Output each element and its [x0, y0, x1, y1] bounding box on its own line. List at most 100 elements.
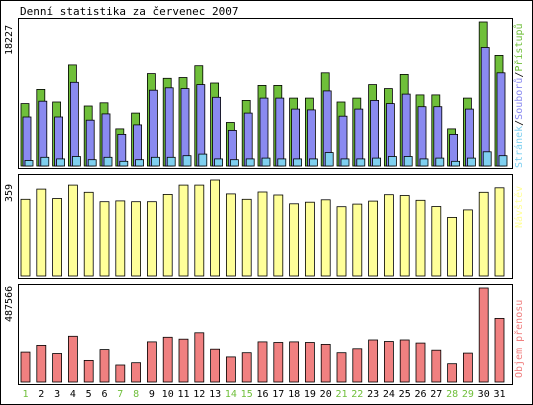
bar-files-day-2: [38, 100, 48, 167]
bar-pages-day-1: [24, 160, 34, 167]
bar-pages-day-20: [324, 152, 334, 167]
bar-volume-day-27: [431, 349, 442, 383]
bar-visits-day-6: [99, 201, 110, 277]
bar-volume-day-24: [383, 341, 394, 383]
bar-volume-day-19: [304, 342, 315, 383]
bar-files-day-29: [464, 108, 474, 167]
bar-volume-day-2: [36, 344, 47, 383]
bar-pages-day-24: [387, 156, 397, 167]
day-label-19: 19: [304, 389, 316, 400]
bar-pages-day-5: [87, 159, 97, 167]
bar-volume-day-10: [162, 336, 173, 383]
bar-visits-day-10: [162, 193, 173, 277]
bar-visits-day-29: [462, 209, 473, 277]
bar-volume-day-18: [289, 341, 300, 383]
bar-volume-day-6: [99, 349, 110, 383]
bar-visits-day-21: [336, 206, 347, 277]
bar-visits-day-24: [383, 194, 394, 277]
bar-files-day-10: [164, 87, 174, 167]
bar-visits-day-18: [289, 203, 300, 277]
bar-files-day-23: [370, 100, 380, 167]
bar-files-day-27: [433, 106, 443, 167]
bar-volume-day-30: [478, 287, 489, 383]
day-label-4: 4: [70, 389, 76, 400]
bar-visits-day-9: [146, 201, 157, 277]
bar-volume-day-5: [83, 359, 94, 383]
day-label-15: 15: [241, 389, 253, 400]
day-label-5: 5: [86, 389, 92, 400]
bar-pages-day-14: [229, 159, 239, 167]
bar-volume-day-13: [210, 348, 221, 383]
bar-files-day-22: [354, 108, 364, 167]
bar-files-day-31: [496, 72, 506, 167]
bar-visits-day-19: [304, 201, 315, 277]
bar-visits-day-5: [83, 191, 94, 277]
bar-visits-day-23: [368, 200, 379, 277]
bars-layer: [20, 21, 508, 383]
legend-hits: Přístupů: [513, 23, 525, 71]
bar-visits-day-25: [399, 195, 410, 277]
day-label-17: 17: [272, 389, 284, 400]
bar-pages-day-15: [245, 158, 255, 167]
bar-pages-day-17: [277, 158, 287, 167]
bar-visits-day-2: [36, 188, 47, 277]
legend-sep-1: /: [514, 120, 525, 126]
bar-pages-day-29: [466, 157, 476, 167]
bar-pages-day-9: [150, 156, 160, 167]
bar-pages-day-27: [435, 157, 445, 167]
day-label-18: 18: [288, 389, 300, 400]
bar-files-day-9: [148, 89, 158, 167]
day-label-30: 30: [478, 389, 490, 400]
bar-pages-day-10: [166, 156, 176, 167]
day-label-22: 22: [351, 389, 363, 400]
legend-visits: Návštěv: [513, 186, 525, 228]
bar-volume-day-4: [68, 335, 78, 383]
day-label-27: 27: [430, 389, 442, 400]
bar-volume-day-29: [462, 352, 473, 383]
bar-visits-day-4: [68, 184, 78, 277]
chart-title: Denní statistika za červenec 2007: [20, 5, 239, 18]
day-label-6: 6: [101, 389, 107, 400]
bar-files-day-18: [291, 108, 301, 167]
bar-files-day-13: [212, 96, 222, 167]
bar-files-day-4: [70, 81, 79, 167]
bar-pages-day-19: [308, 158, 318, 167]
x-axis-labels: 1 2 3 4 5 6 7 8 9 10 11 12 13 14 15 16 17 18 19 20 21 22 23 24 2…: [22, 389, 505, 400]
bar-pages-day-23: [372, 157, 382, 167]
bar-pages-day-7: [119, 160, 129, 167]
bar-pages-day-26: [419, 158, 429, 167]
bar-pages-day-12: [198, 153, 208, 167]
bar-visits-day-28: [447, 216, 458, 277]
day-label-16: 16: [256, 389, 268, 400]
bar-visits-day-20: [320, 199, 331, 277]
max-label-volume: 487566: [4, 286, 15, 322]
bar-visits-day-22: [352, 203, 363, 277]
day-label-21: 21: [335, 389, 347, 400]
day-label-20: 20: [320, 389, 332, 400]
bar-files-day-15: [243, 112, 253, 167]
bar-visits-day-17: [273, 194, 284, 277]
day-label-1: 1: [22, 389, 28, 400]
bar-volume-day-16: [257, 341, 268, 383]
legend-pages: Stránek: [513, 126, 525, 168]
bar-files-day-16: [259, 97, 269, 167]
day-label-28: 28: [446, 389, 458, 400]
day-label-29: 29: [462, 389, 474, 400]
bar-files-day-11: [180, 88, 190, 167]
bar-pages-day-11: [182, 155, 192, 167]
bar-files-day-25: [401, 93, 411, 167]
day-label-7: 7: [117, 389, 123, 400]
bar-pages-day-8: [135, 159, 145, 167]
bar-files-day-19: [306, 109, 316, 167]
bar-volume-day-25: [399, 339, 410, 383]
day-label-13: 13: [209, 389, 221, 400]
bar-volume-day-23: [368, 339, 379, 383]
bar-visits-day-8: [131, 201, 142, 277]
day-label-10: 10: [162, 389, 174, 400]
bar-files-day-26: [417, 106, 427, 167]
bar-files-day-30: [480, 47, 490, 167]
bar-pages-day-30: [482, 151, 492, 167]
bar-pages-day-2: [40, 156, 50, 167]
day-label-8: 8: [133, 389, 139, 400]
bar-pages-day-25: [403, 156, 413, 167]
